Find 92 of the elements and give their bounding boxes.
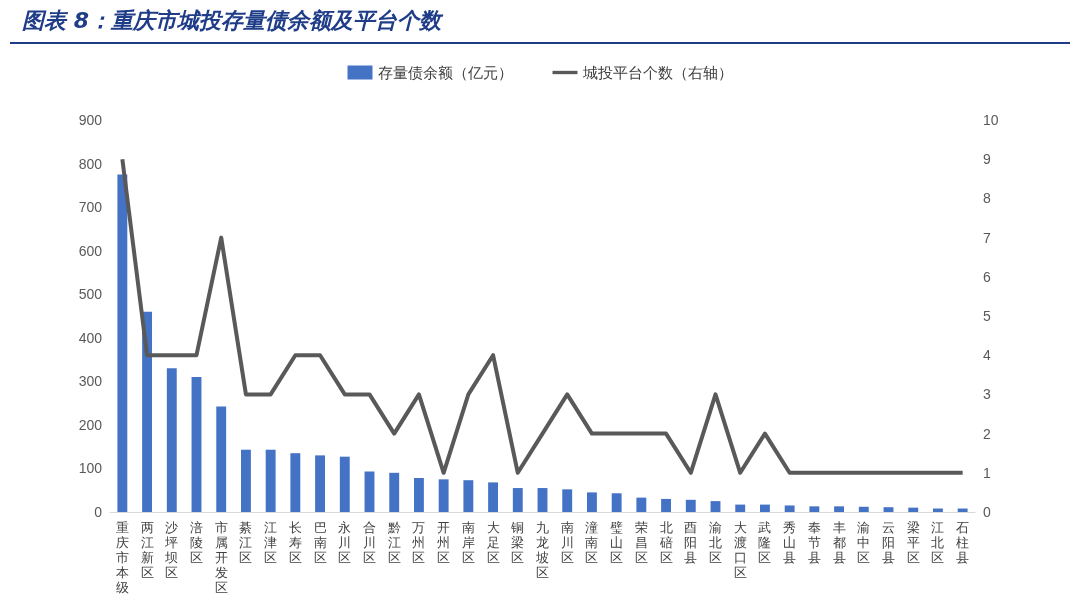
x-tick-label: 丰都县 — [832, 520, 846, 565]
bar — [290, 453, 301, 512]
legend-label: 城投平台个数（右轴） — [581, 64, 733, 81]
x-tick-label: 江北区 — [931, 520, 945, 565]
bar — [488, 482, 499, 512]
x-tick-label: 大足区 — [486, 520, 500, 565]
bar — [389, 472, 400, 512]
bar — [710, 501, 721, 512]
bar — [784, 505, 795, 512]
bar — [339, 456, 350, 512]
bar — [759, 504, 770, 512]
bar — [265, 449, 276, 512]
bar — [586, 492, 597, 512]
y-tick-label: 400 — [78, 329, 103, 346]
x-tick-label: 北碚区 — [658, 520, 673, 565]
x-tick-label: 开州区 — [437, 520, 451, 565]
y-tick-label: 500 — [78, 286, 103, 303]
bar — [809, 506, 820, 512]
x-tick-label: 万州区 — [412, 520, 426, 565]
x-tick-label: 云阳县 — [882, 520, 895, 565]
x-tick-label: 大渡口区 — [733, 520, 747, 580]
x-tick-label: 梁平区 — [906, 520, 920, 565]
bar — [166, 368, 177, 512]
y-tick-label: 200 — [78, 416, 103, 433]
bar — [117, 174, 128, 512]
bar — [438, 479, 449, 512]
x-tick-label: 重庆市本级 — [115, 520, 129, 595]
x-tick-label: 九龙坡区 — [535, 520, 549, 580]
x-tick-label: 璧山区 — [610, 520, 624, 565]
bar — [735, 504, 746, 512]
x-tick-label: 沙坪坝区 — [164, 520, 179, 580]
x-tick-label: 潼南区 — [585, 520, 599, 565]
bar — [611, 493, 622, 512]
bar — [562, 489, 573, 512]
bar — [463, 480, 474, 512]
x-tick-label: 南川区 — [560, 520, 574, 565]
y-tick-label: 0 — [94, 504, 103, 520]
x-tick-label: 荣昌区 — [634, 520, 648, 565]
bar — [216, 406, 227, 512]
y-tick-label: 300 — [78, 373, 103, 390]
x-tick-label: 江津区 — [264, 520, 278, 565]
y-tick-label: 900 — [78, 112, 103, 128]
y2-tick-label: 5 — [983, 308, 991, 324]
bar — [661, 498, 672, 512]
x-tick-label: 渝中区 — [857, 520, 871, 565]
x-tick-label: 合川区 — [363, 520, 376, 565]
bar — [315, 455, 326, 512]
x-tick-label: 奉节县 — [807, 520, 821, 565]
y2-tick-label: 9 — [983, 151, 991, 168]
bar — [142, 311, 153, 512]
bar — [908, 507, 919, 512]
bar — [413, 478, 424, 512]
bar — [512, 488, 523, 512]
y-tick-label: 700 — [78, 199, 103, 216]
y-tick-label: 800 — [78, 155, 103, 172]
x-tick-label: 市属开发区 — [214, 520, 228, 595]
y2-tick-label: 2 — [983, 425, 991, 442]
y2-tick-label: 0 — [983, 504, 991, 520]
legend-label: 存量债余额（亿元） — [377, 64, 513, 81]
x-tick-label: 渝北区 — [709, 520, 722, 565]
line-series — [120, 157, 965, 475]
y-tick-label: 600 — [78, 242, 103, 259]
bar — [834, 506, 845, 512]
bar — [636, 497, 647, 512]
x-tick-label: 酉阳县 — [684, 520, 698, 565]
y2-tick-label: 1 — [983, 464, 991, 481]
bar — [858, 506, 869, 512]
x-tick-label: 秀山县 — [783, 520, 797, 565]
bar — [537, 488, 548, 512]
x-tick-label: 武隆区 — [758, 520, 772, 565]
x-tick-label: 永川区 — [338, 520, 352, 565]
bar — [364, 471, 375, 512]
x-tick-label: 石柱县 — [956, 520, 970, 565]
bar — [883, 507, 894, 512]
x-tick-label: 黔江区 — [386, 520, 401, 565]
bar — [191, 376, 202, 512]
y2-tick-label: 6 — [983, 268, 991, 285]
x-tick-label: 南岸区 — [461, 520, 475, 565]
y2-tick-label: 8 — [983, 190, 991, 207]
x-tick-label: 两江新区 — [140, 520, 154, 580]
y2-tick-label: 10 — [983, 112, 999, 128]
y-tick-label: 100 — [78, 460, 103, 477]
bar — [240, 449, 251, 512]
y2-tick-label: 3 — [983, 386, 991, 403]
x-tick-label: 铜梁区 — [510, 520, 525, 565]
x-tick-label: 涪陵区 — [190, 520, 203, 565]
y2-tick-label: 7 — [983, 229, 991, 246]
x-tick-label: 巴南区 — [313, 520, 327, 565]
x-tick-label: 綦江区 — [239, 520, 253, 565]
bar — [685, 499, 696, 512]
x-tick-label: 长寿区 — [288, 520, 302, 565]
y2-tick-label: 4 — [983, 347, 991, 364]
